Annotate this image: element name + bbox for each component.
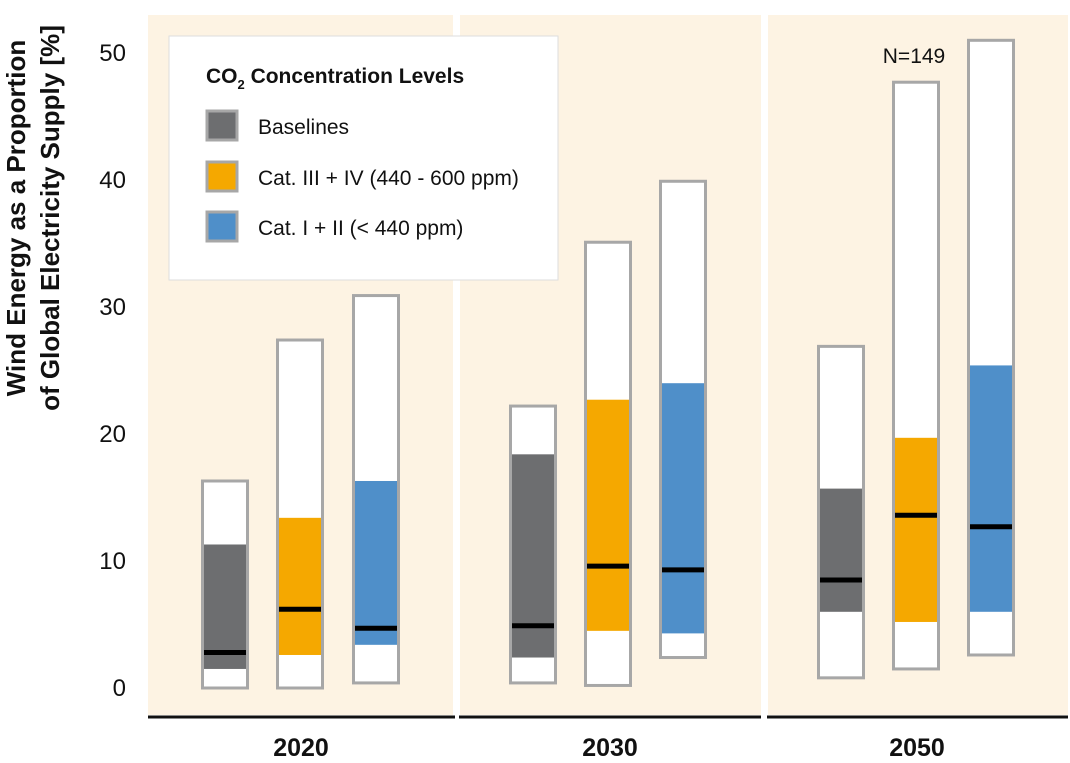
legend: CO2 Concentration Levels Baselines Cat. … xyxy=(168,35,559,281)
legend-label-cat-i-ii: Cat. I + II (< 440 ppm) xyxy=(258,217,463,240)
iqr-box-2030-cat-iii-iv-440-600-ppm xyxy=(587,399,629,631)
legend-label-cat-iii-iv: Cat. III + IV (440 - 600 ppm) xyxy=(258,167,519,190)
y-tick-labels: 0 10 20 30 40 50 xyxy=(99,40,126,702)
legend-title-co: CO xyxy=(206,65,238,88)
y-tick-20: 20 xyxy=(99,421,126,448)
y-axis-label-line1: Wind Energy as a Proportion xyxy=(1,40,31,397)
y-tick-30: 30 xyxy=(99,294,126,321)
y-axis-label-line2: of Global Electricity Supply [%] xyxy=(35,25,65,411)
legend-swatch-baselines xyxy=(205,109,239,142)
y-tick-40: 40 xyxy=(99,167,126,194)
legend-label-baselines: Baselines xyxy=(258,116,349,139)
iqr-box-2030-cat-i-ii-440-ppm xyxy=(662,383,704,634)
year-label-2050: 2050 xyxy=(889,734,945,762)
legend-swatch-cat-iii-iv xyxy=(205,160,239,193)
legend-swatch-cat-i-ii xyxy=(205,210,239,243)
sample-size-annotation: N=149 xyxy=(883,45,945,68)
y-tick-0: 0 xyxy=(113,675,126,702)
iqr-box-2020-cat-iii-iv-440-600-ppm xyxy=(279,517,321,655)
iqr-box-2050-cat-iii-iv-440-600-ppm xyxy=(895,437,937,622)
y-tick-50: 50 xyxy=(99,40,126,67)
legend-title-rest: Concentration Levels xyxy=(245,65,464,88)
iqr-box-2050-cat-i-ii-440-ppm xyxy=(970,365,1012,612)
y-tick-10: 10 xyxy=(99,548,126,575)
legend-title: CO2 Concentration Levels xyxy=(206,65,464,92)
legend-title-subscript: 2 xyxy=(238,77,245,92)
iqr-box-2050-baselines xyxy=(820,488,862,612)
iqr-box-2020-baselines xyxy=(204,544,246,669)
year-label-2030: 2030 xyxy=(582,734,638,762)
iqr-box-2020-cat-i-ii-440-ppm xyxy=(355,480,397,645)
bars-layer xyxy=(201,38,1015,690)
year-label-2020: 2020 xyxy=(273,734,329,762)
